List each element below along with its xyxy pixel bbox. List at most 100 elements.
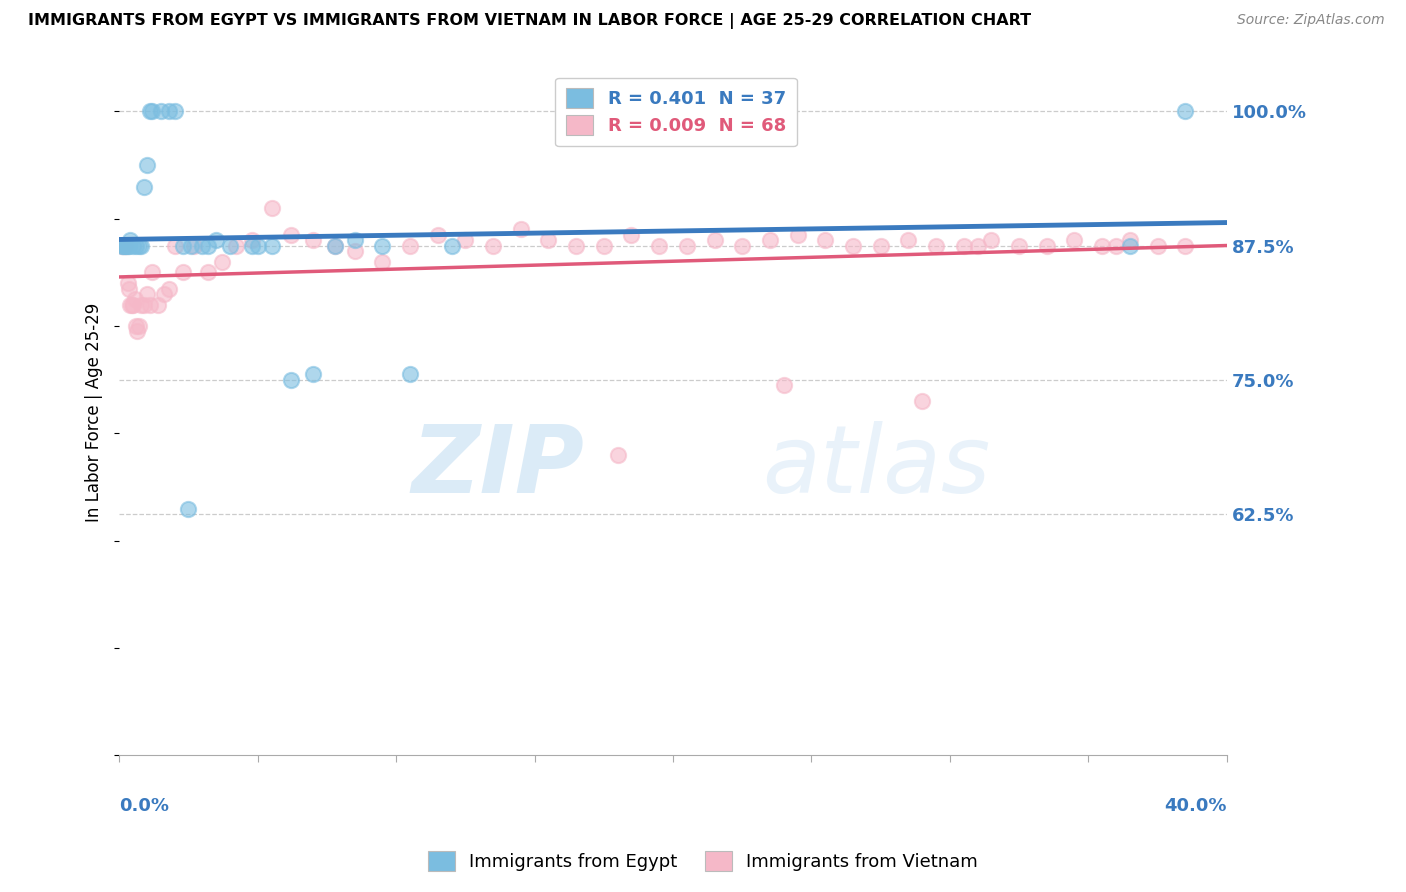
Point: [240, 233, 263, 247]
Legend: Immigrants from Egypt, Immigrants from Vietnam: Immigrants from Egypt, Immigrants from V…: [420, 844, 986, 879]
Point: [134, 297, 156, 311]
Point: [115, 238, 138, 252]
Point: [897, 233, 920, 247]
Point: [138, 104, 160, 119]
Point: [980, 233, 1002, 247]
Point: [118, 281, 141, 295]
Point: [772, 378, 794, 392]
Point: [114, 238, 136, 252]
Point: [136, 158, 159, 172]
Point: [191, 238, 214, 252]
Point: [509, 222, 531, 236]
Point: [565, 238, 588, 252]
Point: [925, 238, 948, 252]
Point: [111, 238, 134, 252]
Point: [127, 325, 149, 339]
Point: [183, 238, 205, 252]
Point: [1008, 238, 1031, 252]
Point: [120, 297, 142, 311]
Point: [118, 238, 141, 252]
Point: [426, 227, 449, 242]
Point: [842, 238, 865, 252]
Point: [302, 233, 325, 247]
Point: [117, 238, 139, 252]
Point: [149, 104, 172, 119]
Point: [205, 233, 228, 247]
Point: [131, 297, 153, 311]
Point: [121, 297, 143, 311]
Text: Source: ZipAtlas.com: Source: ZipAtlas.com: [1237, 13, 1385, 28]
Point: [163, 104, 186, 119]
Point: [1105, 238, 1128, 252]
Point: [1036, 238, 1059, 252]
Point: [246, 238, 269, 252]
Point: [134, 179, 156, 194]
Point: [676, 238, 699, 252]
Point: [117, 276, 139, 290]
Point: [124, 292, 146, 306]
Point: [260, 238, 283, 252]
Point: [163, 238, 186, 252]
Point: [786, 227, 808, 242]
Point: [180, 238, 202, 252]
Point: [172, 265, 194, 279]
Point: [138, 297, 160, 311]
Text: 0.0%: 0.0%: [120, 797, 169, 814]
Point: [1174, 238, 1197, 252]
Point: [157, 104, 180, 119]
Point: [869, 238, 891, 252]
Point: [120, 233, 142, 247]
Point: [219, 238, 242, 252]
Point: [225, 238, 247, 252]
Point: [112, 238, 135, 252]
Point: [371, 254, 394, 268]
Point: [454, 233, 477, 247]
Point: [111, 238, 134, 252]
Point: [177, 501, 200, 516]
Point: [966, 238, 988, 252]
Point: [371, 238, 394, 252]
Point: [122, 238, 145, 252]
Point: [1119, 238, 1142, 252]
Point: [1174, 104, 1197, 119]
Y-axis label: In Labor Force | Age 25-29: In Labor Force | Age 25-29: [86, 302, 103, 522]
Point: [952, 238, 974, 252]
Point: [703, 233, 725, 247]
Point: [141, 265, 163, 279]
Text: atlas: atlas: [762, 421, 990, 512]
Point: [128, 238, 150, 252]
Point: [112, 238, 135, 252]
Point: [592, 238, 614, 252]
Text: 40.0%: 40.0%: [1164, 797, 1227, 814]
Point: [399, 368, 422, 382]
Point: [240, 238, 263, 252]
Text: IMMIGRANTS FROM EGYPT VS IMMIGRANTS FROM VIETNAM IN LABOR FORCE | AGE 25-29 CORR: IMMIGRANTS FROM EGYPT VS IMMIGRANTS FROM…: [28, 13, 1031, 29]
Point: [648, 238, 671, 252]
Point: [606, 448, 628, 462]
Point: [343, 244, 366, 258]
Point: [136, 286, 159, 301]
Legend: R = 0.401  N = 37, R = 0.009  N = 68: R = 0.401 N = 37, R = 0.009 N = 68: [555, 78, 797, 146]
Point: [141, 104, 163, 119]
Point: [440, 238, 463, 252]
Point: [280, 227, 302, 242]
Point: [1146, 238, 1168, 252]
Point: [323, 238, 346, 252]
Point: [1091, 238, 1114, 252]
Point: [197, 238, 219, 252]
Point: [115, 238, 138, 252]
Point: [114, 238, 136, 252]
Point: [482, 238, 505, 252]
Point: [537, 233, 560, 247]
Point: [146, 297, 169, 311]
Point: [152, 286, 174, 301]
Point: [211, 254, 233, 268]
Point: [197, 265, 219, 279]
Point: [122, 297, 145, 311]
Point: [343, 233, 366, 247]
Point: [1063, 233, 1085, 247]
Point: [157, 281, 180, 295]
Point: [125, 238, 148, 252]
Point: [128, 319, 150, 334]
Text: ZIP: ZIP: [412, 421, 585, 513]
